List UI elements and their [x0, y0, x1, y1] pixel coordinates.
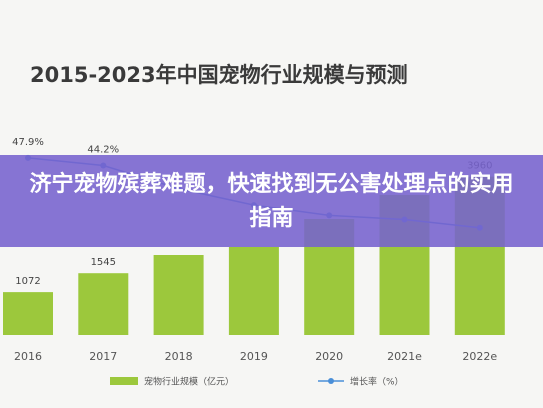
x-tick-label: 2022e: [462, 350, 497, 363]
bar-label: 1072: [15, 276, 40, 287]
legend-bar-icon: [110, 377, 138, 385]
x-tick-label: 2017: [89, 350, 117, 363]
growth-label: 44.2%: [87, 145, 119, 156]
x-tick-label: 2016: [14, 350, 42, 363]
growth-label: 47.9%: [12, 137, 44, 148]
legend-label: 增长率（%）: [350, 376, 404, 388]
bar-label: 1545: [91, 257, 116, 268]
legend-label: 宠物行业规模（亿元）: [144, 376, 234, 388]
x-tick-label: 2020: [315, 350, 343, 363]
banner: [0, 155, 543, 247]
bar: [153, 255, 204, 335]
banner-box: 济宁宠物殡葬难题，快速找到无公害处理点的实用指南: [29, 172, 514, 231]
bar: [228, 247, 279, 335]
x-tick-label: 2021e: [387, 350, 422, 363]
x-tick-label: 2019: [240, 350, 268, 363]
banner-text: 济宁宠物殡葬难题，快速找到无公害处理点的实用指南: [29, 172, 514, 231]
bar: [78, 273, 129, 335]
legend-line-dot: [328, 378, 334, 384]
chart-title: 2015-2023年中国宠物行业规模与预测: [30, 63, 408, 87]
bar: [3, 292, 53, 335]
x-tick-label: 2018: [165, 350, 193, 363]
